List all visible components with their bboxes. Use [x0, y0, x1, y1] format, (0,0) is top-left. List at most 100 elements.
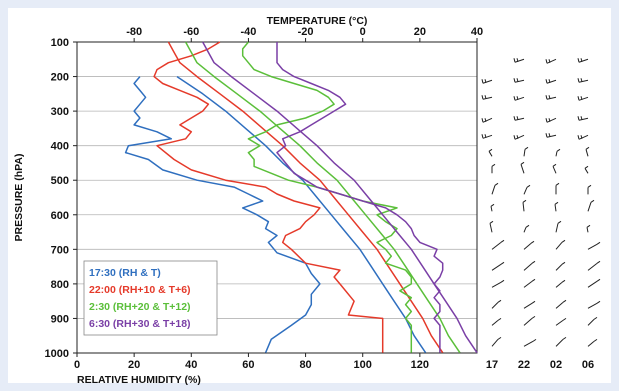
wind-barb-flag — [491, 163, 496, 167]
series-3-rh-line — [276, 42, 444, 353]
wind-barb-flag — [531, 315, 536, 319]
wind-barb-staff — [552, 166, 557, 174]
wind-barb-flag — [513, 135, 516, 140]
y-tick-label-400: 400 — [51, 141, 69, 153]
wind-barb-staff — [523, 340, 534, 347]
wind-barb-staff — [523, 280, 533, 288]
series-1-temperature-line — [167, 41, 444, 354]
wind-barb-staff — [514, 79, 525, 83]
wind-barb-staff — [587, 243, 598, 250]
series-2-rh-line — [241, 41, 413, 353]
wind-barb-flag — [513, 78, 516, 83]
wind-barb-flag — [596, 278, 601, 282]
legend-item-3: 6:30 (RH+30 & T+18) — [89, 318, 191, 330]
wind-barb-flag — [532, 338, 537, 342]
wind-barb-staff — [587, 319, 595, 326]
wind-barb-staff — [587, 302, 598, 309]
wind-barb-staff — [578, 58, 589, 63]
wind-barb-flag — [586, 224, 591, 228]
wind-barb-flag — [585, 146, 590, 150]
wind-barb-staff — [546, 96, 557, 100]
wind-barb-flag — [552, 163, 557, 167]
wind-barb-flag — [481, 79, 484, 84]
wind-barb-staff — [482, 134, 493, 139]
wind-barb-staff — [587, 280, 598, 288]
wind-barb-flag — [548, 118, 551, 122]
wind-barb-flag — [500, 239, 505, 243]
x-top-axis-title: TEMPERATURE (°C) — [267, 15, 368, 27]
y-tick-label-1000: 1000 — [45, 348, 69, 360]
wind-barb-flag — [531, 300, 536, 304]
x-top-tick-label--20: -20 — [298, 26, 314, 38]
wind-barb-flag — [561, 261, 566, 265]
wind-barb-flag — [577, 135, 580, 140]
wind-barb-flag — [596, 300, 601, 304]
wind-column-label-06: 06 — [582, 359, 594, 371]
wind-barb-flag — [497, 299, 502, 303]
wind-barb-staff — [555, 223, 559, 233]
wind-barb-flag — [562, 317, 567, 321]
wind-barb-staff — [555, 151, 558, 157]
wind-barb-flag — [545, 79, 548, 84]
wind-barb-staff — [488, 151, 493, 157]
x-bottom-tick-label-100: 100 — [354, 359, 372, 371]
wind-barb-staff — [587, 262, 598, 271]
wind-barb-staff — [489, 223, 493, 233]
legend-item-0: 17:30 (RH & T) — [89, 267, 161, 279]
wind-barb-flag — [531, 260, 536, 264]
wind-column-label-17: 17 — [486, 359, 498, 371]
wind-barb-flag — [481, 95, 484, 100]
wind-barb-flag — [516, 116, 519, 120]
wind-barb-flag — [497, 317, 502, 321]
wind-barb-staff — [578, 79, 589, 83]
wind-barb-flag — [554, 201, 559, 205]
wind-barb-flag — [577, 58, 580, 63]
wind-barb-staff — [523, 262, 533, 271]
wind-barb-flag — [516, 58, 519, 62]
wind-barb-staff — [523, 227, 527, 233]
wind-barb-flag — [490, 203, 495, 207]
wind-barb-staff — [523, 242, 532, 250]
wind-barb-flag — [545, 133, 548, 138]
wind-barb-flag — [516, 135, 519, 139]
y-tick-label-700: 700 — [51, 244, 69, 256]
wind-barb-flag — [545, 59, 548, 64]
wind-barb-staff — [490, 206, 493, 212]
legend-box — [83, 260, 218, 336]
wind-barb-flag — [530, 240, 535, 244]
wind-barb-staff — [555, 319, 564, 326]
wind-barb-flag — [557, 220, 562, 224]
wind-barb-staff — [491, 319, 499, 326]
wind-barb-flag — [524, 146, 529, 150]
wind-barb-flag — [548, 59, 551, 63]
wind-barb-flag — [561, 279, 566, 283]
wind-barb-flag — [580, 96, 583, 100]
wind-barb-flag — [580, 116, 583, 120]
wind-barb-staff — [491, 241, 502, 250]
wind-barb-flag — [516, 96, 519, 100]
x-bottom-tick-label-60: 60 — [242, 359, 254, 371]
x-bottom-tick-label-0: 0 — [74, 359, 80, 371]
y-tick-label-900: 900 — [51, 313, 69, 325]
wind-barb-flag — [545, 118, 548, 123]
x-bottom-tick-label-80: 80 — [299, 359, 311, 371]
wind-barb-flag — [580, 135, 583, 139]
wind-barb-staff — [584, 168, 589, 174]
wind-barb-flag — [484, 79, 487, 83]
wind-barb-staff — [578, 96, 589, 101]
wind-barb-staff — [491, 185, 496, 195]
series-3-temperature-line — [202, 41, 478, 354]
x-bottom-tick-label-40: 40 — [185, 359, 197, 371]
y-tick-label-500: 500 — [51, 175, 69, 187]
wind-barb-staff — [514, 96, 525, 101]
wind-barb-flag — [481, 118, 484, 123]
wind-barb-flag — [577, 116, 580, 121]
wind-barb-staff — [482, 96, 493, 100]
series-2-temperature-line — [184, 41, 461, 354]
wind-barb-staff — [578, 117, 589, 121]
wind-barb-flag — [548, 133, 551, 137]
wind-barb-staff — [491, 281, 502, 288]
wind-barb-flag — [596, 260, 601, 264]
wind-barb-flag — [580, 58, 583, 62]
wind-barb-flag — [513, 96, 516, 101]
